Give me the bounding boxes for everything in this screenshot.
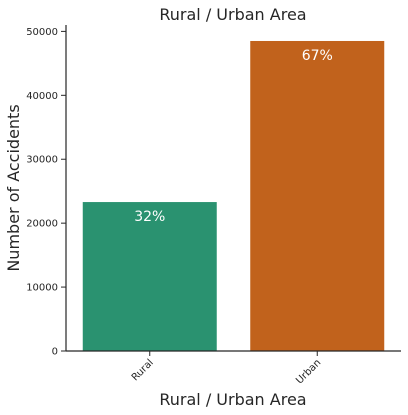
y-axis: 0 10000 20000 30000 40000 50000 (26, 25, 67, 358)
y-tick-label-40000: 40000 (26, 91, 58, 102)
bars-group: 32% 67% (82, 40, 385, 351)
x-axis-label: Rural / Urban Area (159, 390, 306, 409)
bar-urban (250, 40, 385, 351)
x-axis: Rural Urban (66, 350, 401, 387)
y-axis-label: Number of Accidents (4, 104, 23, 271)
y-tick-label-30000: 30000 (26, 155, 58, 166)
y-tick-label-20000: 20000 (26, 219, 58, 230)
x-tick-label-rural: Rural (130, 357, 156, 383)
y-tick-label-10000: 10000 (26, 283, 58, 294)
x-tick-label-urban: Urban (294, 357, 323, 386)
chart-title: Rural / Urban Area (159, 5, 306, 24)
y-tick-label-50000: 50000 (26, 27, 58, 38)
y-tick-label-0: 0 (52, 347, 58, 358)
bar-label-urban: 67% (302, 48, 333, 64)
bar-label-rural: 32% (134, 209, 165, 225)
bar-rural (82, 202, 217, 351)
